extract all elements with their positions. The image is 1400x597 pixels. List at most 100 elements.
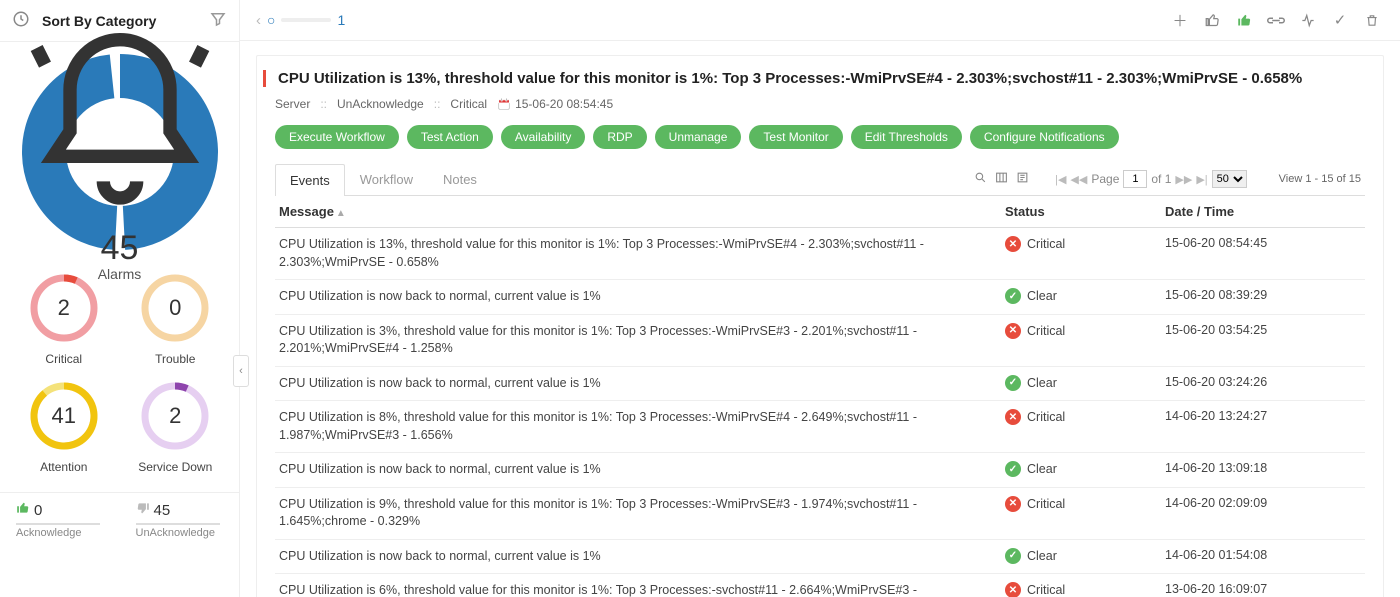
table-row[interactable]: CPU Utilization is 9%, threshold value f… (275, 488, 1365, 540)
pager-page-label: Page (1091, 172, 1119, 186)
tab-events[interactable]: Events (275, 164, 345, 196)
alarms-count: 45 (101, 229, 139, 268)
thumb-up-outline-icon[interactable] (1200, 8, 1224, 32)
action-row: Execute Workflow Test Action Availability R… (275, 125, 1365, 149)
table-row[interactable]: CPU Utilization is now back to normal, c… (275, 367, 1365, 402)
pager-view-label: View 1 - 15 of 15 (1279, 173, 1361, 185)
row-date: 14-06-20 13:09:18 (1165, 461, 1365, 479)
table-row[interactable]: CPU Utilization is now back to normal, c… (275, 453, 1365, 488)
action-unmanage[interactable]: Unmanage (655, 125, 742, 149)
pager-size-select[interactable]: 50 (1212, 170, 1247, 188)
clear-badge-icon: ✓ (1005, 548, 1021, 564)
meta-time: 15-06-20 08:54:45 (515, 97, 613, 111)
crumb-ring-icon: ○ (267, 12, 275, 28)
tab-notes[interactable]: Notes (428, 163, 492, 195)
row-message: CPU Utilization is 3%, threshold value f… (275, 323, 1005, 358)
row-status: ✓Clear (1005, 288, 1165, 306)
action-test-monitor[interactable]: Test Monitor (749, 125, 842, 149)
row-message: CPU Utilization is 8%, threshold value f… (275, 409, 1005, 444)
unack-count: 45 (154, 502, 171, 519)
topbar: ‹ ○ 1 ＋ ✓ (240, 0, 1400, 41)
col-status[interactable]: Status (1005, 204, 1165, 219)
row-status: ✕Critical (1005, 236, 1165, 271)
col-message[interactable]: Message (279, 204, 334, 219)
action-configure-notifications[interactable]: Configure Notifications (970, 125, 1119, 149)
pager-first-icon[interactable]: |◀ (1055, 173, 1066, 186)
table-row[interactable]: CPU Utilization is 3%, threshold value f… (275, 315, 1365, 367)
breadcrumb: ‹ ○ 1 (256, 12, 345, 29)
acknowledge-cell[interactable]: 0 Acknowledge (0, 493, 120, 543)
row-status: ✕Critical (1005, 409, 1165, 444)
pager-prev-icon[interactable]: ◀◀ (1070, 173, 1087, 186)
export-icon[interactable] (1016, 171, 1029, 187)
row-status: ✕Critical (1005, 323, 1165, 358)
pager-next-icon[interactable]: ▶▶ (1175, 173, 1192, 186)
clear-badge-icon: ✓ (1005, 288, 1021, 304)
severity-label: Attention (40, 460, 87, 474)
meta-ack: UnAcknowledge (337, 97, 424, 111)
meta-server: Server (275, 97, 310, 111)
action-rdp[interactable]: RDP (593, 125, 646, 149)
pager: |◀ ◀◀ Page of 1 ▶▶ ▶| 50 (1055, 170, 1247, 188)
sort-asc-icon[interactable]: ▲ (336, 208, 346, 219)
severity-count: 2 (137, 378, 213, 454)
row-status: ✕Critical (1005, 496, 1165, 531)
crumb-number[interactable]: 1 (337, 12, 345, 28)
clear-badge-icon: ✓ (1005, 461, 1021, 477)
row-date: 15-06-20 08:39:29 (1165, 288, 1365, 306)
action-execute-workflow[interactable]: Execute Workflow (275, 125, 399, 149)
table-row[interactable]: CPU Utilization is 13%, threshold value … (275, 228, 1365, 280)
severity-attention[interactable]: 41 Attention (8, 372, 120, 480)
table-row[interactable]: CPU Utilization is now back to normal, c… (275, 540, 1365, 575)
ack-row: 0 Acknowledge 45 UnAcknowledge (0, 492, 239, 543)
severity-count: 41 (26, 378, 102, 454)
table-row[interactable]: CPU Utilization is 8%, threshold value f… (275, 401, 1365, 453)
row-date: 15-06-20 03:24:26 (1165, 375, 1365, 393)
pager-of-label: of 1 (1151, 172, 1171, 186)
row-message: CPU Utilization is now back to normal, c… (275, 288, 1005, 306)
severity-label: Critical (45, 352, 82, 366)
row-status: ✓Clear (1005, 461, 1165, 479)
table-rows: CPU Utilization is 13%, threshold value … (275, 228, 1365, 597)
row-date: 15-06-20 03:54:25 (1165, 323, 1365, 358)
table-row[interactable]: CPU Utilization is now back to normal, c… (275, 280, 1365, 315)
columns-icon[interactable] (995, 171, 1008, 187)
trash-icon[interactable] (1360, 8, 1384, 32)
thumb-down-icon (136, 501, 150, 519)
row-message: CPU Utilization is 9%, threshold value f… (275, 496, 1005, 531)
table-row[interactable]: CPU Utilization is 6%, threshold value f… (275, 574, 1365, 597)
add-icon[interactable]: ＋ (1168, 8, 1192, 32)
alert-card: CPU Utilization is 13%, threshold value … (256, 55, 1384, 597)
row-status: ✓Clear (1005, 548, 1165, 566)
row-message: CPU Utilization is now back to normal, c… (275, 375, 1005, 393)
row-message: CPU Utilization is 13%, threshold value … (275, 236, 1005, 271)
back-caret-icon[interactable]: ‹ (256, 12, 261, 29)
ack-count: 0 (34, 502, 42, 519)
thumb-up-solid-icon[interactable] (1232, 8, 1256, 32)
unacknowledge-cell[interactable]: 45 UnAcknowledge (120, 493, 240, 543)
row-status: ✕Critical (1005, 582, 1165, 597)
action-availability[interactable]: Availability (501, 125, 585, 149)
severity-service-down[interactable]: 2 Service Down (120, 372, 232, 480)
row-date: 14-06-20 13:24:27 (1165, 409, 1365, 444)
pager-page-input[interactable] (1123, 170, 1147, 188)
action-edit-thresholds[interactable]: Edit Thresholds (851, 125, 962, 149)
alarms-donut[interactable]: 45 Alarms (20, 52, 220, 252)
tab-workflow[interactable]: Workflow (345, 163, 428, 195)
col-date[interactable]: Date / Time (1165, 204, 1365, 219)
severity-count: 0 (137, 270, 213, 346)
row-date: 13-06-20 16:09:07 (1165, 582, 1365, 597)
pager-last-icon[interactable]: ▶| (1196, 173, 1207, 186)
check-icon[interactable]: ✓ (1328, 8, 1352, 32)
tabs-line: EventsWorkflowNotes |◀ ◀◀ Page (275, 163, 1365, 196)
severity-label: Service Down (138, 460, 212, 474)
sidebar-collapse-handle[interactable]: ‹ (233, 355, 249, 387)
activity-icon[interactable] (1296, 8, 1320, 32)
row-status: ✓Clear (1005, 375, 1165, 393)
critical-badge-icon: ✕ (1005, 496, 1021, 512)
action-test-action[interactable]: Test Action (407, 125, 493, 149)
search-icon[interactable] (974, 171, 987, 187)
alert-meta: Server :: UnAcknowledge :: Critical 15-0… (275, 97, 1365, 111)
link-icon[interactable] (1264, 8, 1288, 32)
critical-badge-icon: ✕ (1005, 236, 1021, 252)
